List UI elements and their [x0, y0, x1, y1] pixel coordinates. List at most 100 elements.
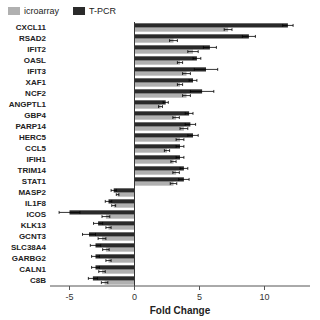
category-label: OASL — [24, 56, 46, 65]
error-bar — [179, 178, 189, 181]
category-label: ANGPTL1 — [9, 100, 47, 109]
bar — [135, 138, 181, 142]
bar — [135, 72, 187, 76]
error-bar — [173, 116, 180, 119]
category-label: XAF1 — [26, 78, 47, 87]
bar — [93, 276, 135, 280]
error-bar — [176, 156, 184, 159]
bar — [135, 155, 181, 159]
category-labels: CXCL11RSAD2IFIT2OASLIFIT3XAF1NCF2ANGPTL1… — [9, 23, 47, 285]
bar — [135, 23, 288, 27]
x-tick — [69, 286, 70, 290]
category-label: STAT1 — [22, 177, 47, 186]
category-label: SLC38A4 — [11, 243, 47, 252]
x-tick — [264, 286, 265, 290]
bar — [135, 56, 197, 60]
legend-label: T-PCR — [89, 6, 117, 16]
bar — [106, 248, 135, 252]
bar — [135, 105, 161, 109]
error-bar — [185, 112, 193, 115]
bar — [135, 127, 184, 131]
error-bar — [180, 127, 188, 130]
x-tick-label: 10 — [259, 292, 269, 302]
error-bar — [90, 244, 100, 247]
error-bar — [176, 145, 184, 148]
x-tick-label: 0 — [132, 292, 137, 302]
error-bar — [164, 149, 169, 152]
category-label: GBP4 — [24, 111, 46, 120]
category-label: GCNT3 — [19, 232, 47, 241]
error-bar — [183, 94, 191, 97]
x-axis-line — [50, 286, 310, 287]
error-bar — [188, 134, 198, 137]
bar — [135, 177, 184, 181]
error-bar — [106, 226, 111, 229]
zero-line — [134, 22, 135, 286]
category-label: IFIT3 — [27, 67, 46, 76]
category-label: MASP2 — [18, 188, 46, 197]
error-bar — [83, 233, 96, 236]
bar — [114, 204, 135, 208]
x-tick — [199, 286, 200, 290]
bar — [135, 144, 181, 148]
error-bar — [177, 83, 182, 86]
x-tick-label: 5 — [197, 292, 202, 302]
error-bar — [111, 189, 116, 192]
error-bar — [163, 101, 168, 104]
bar — [135, 39, 174, 43]
category-label: HERC5 — [19, 133, 47, 142]
bar — [135, 50, 194, 54]
error-bar — [102, 215, 110, 218]
legend-label: icroarray — [24, 6, 60, 16]
chart-svg: CXCL11RSAD2IFIT2OASLIFIT3XAF1NCF2ANGPTL1… — [0, 0, 320, 320]
error-bar — [116, 193, 119, 196]
error-bar — [98, 237, 106, 240]
category-label: IL1F8 — [25, 199, 46, 208]
bar — [135, 171, 177, 175]
bar — [135, 28, 229, 32]
bar — [114, 188, 135, 192]
error-bar — [106, 259, 111, 262]
bar — [135, 182, 174, 186]
bar — [135, 160, 174, 164]
bar — [135, 61, 181, 65]
error-bar — [283, 24, 293, 27]
error-bar — [170, 182, 177, 185]
error-bar — [224, 28, 232, 31]
category-label: CCL5 — [25, 144, 46, 153]
bar — [135, 116, 177, 120]
error-bar — [177, 61, 182, 64]
x-tick — [134, 286, 135, 290]
bar — [109, 199, 135, 203]
error-bar — [88, 277, 97, 280]
x-tick-label: -5 — [65, 292, 73, 302]
error-bar — [203, 46, 216, 49]
error-bar — [173, 171, 180, 174]
category-label: TRIM14 — [18, 166, 47, 175]
error-bar — [94, 222, 103, 225]
bar — [135, 94, 187, 98]
category-label: GARBG2 — [12, 254, 47, 263]
x-axis: -5 0 5 10 — [50, 286, 310, 302]
error-bar — [188, 50, 198, 53]
bar — [96, 254, 135, 258]
bar — [105, 281, 135, 285]
error-bar — [101, 281, 108, 284]
error-bar — [170, 39, 178, 42]
bar — [102, 270, 135, 274]
category-label: CXCL11 — [16, 23, 47, 32]
bar — [135, 78, 194, 82]
error-bar — [180, 167, 188, 170]
category-label: IFIH1 — [26, 155, 46, 164]
bar — [102, 237, 135, 241]
error-bar — [189, 79, 197, 82]
error-bar — [171, 160, 176, 163]
bar — [135, 83, 181, 87]
bar — [109, 259, 135, 263]
bar — [109, 226, 135, 230]
legend-swatch — [8, 7, 20, 15]
error-bar — [112, 204, 116, 207]
bar — [135, 34, 249, 38]
plot-area — [59, 23, 293, 284]
category-label: RSAD2 — [19, 34, 47, 43]
